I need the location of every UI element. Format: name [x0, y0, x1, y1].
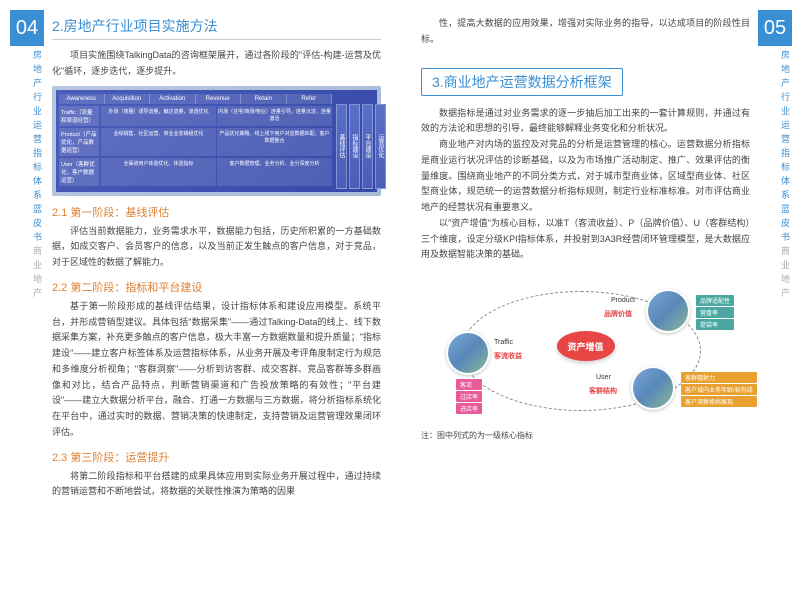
fig1-header-cell: Retain	[241, 94, 287, 104]
fig1-header-cell: Refer	[287, 94, 333, 104]
fig1-side-box: 平台建设	[362, 104, 373, 189]
fig1-side-box: 指标建设	[349, 104, 360, 189]
section-2.1-heading: 2.1 第一阶段：基线评估	[52, 204, 381, 220]
section-2-heading: 2.房地产行业项目实施方法	[52, 16, 381, 40]
fig1-header-cell: Awareness	[59, 94, 105, 104]
continuation-text: 性，提高大数据的应用效果，增强对实际业务的指导，以达成项目的阶段性目标。	[421, 16, 750, 48]
right-page: 05 房地产行业运营指标体系蓝皮书 商业地产 性，提高大数据的应用效果，增强对实…	[401, 0, 802, 606]
fig1-header-cell: Activation	[150, 94, 196, 104]
section-3-p1: 数据指标是通过对业务需求的逐一步抽后加工出来的一套计算规则，并通过有效的方法论和…	[421, 106, 750, 138]
value-node	[646, 289, 690, 333]
fig1-header-cell: Revenue	[196, 94, 242, 104]
value-node	[446, 331, 490, 375]
fig1-row: Product（产品优化，产品数据运营）业综销售、社区运营、商业业态销组优化产品…	[59, 128, 332, 156]
section-3-p2: 商业地产对内场的监控及对竞品的分析是运营管理的核心。运营数据分析指标是商业运行状…	[421, 137, 750, 216]
value-diagram: 资产增值 Traffic客流收益客流过店率进店率Product品牌价值品牌适配性…	[421, 271, 750, 421]
fig1-row: User（客群优化，客户数据运营）全渠道用户体验优化、体验指标客户数据管理、业务…	[59, 158, 332, 186]
fig1-side-box: 运营优化	[375, 104, 386, 189]
section-2-intro: 项目实施围绕TalkingData的咨询框架展开，通过各阶段的"评估-构建-运营…	[52, 48, 381, 80]
diagram-note: 注：图中列式的为一级核心指标	[421, 429, 750, 443]
page-number-05: 05	[758, 10, 792, 46]
fig1-header-cell: Acquisition	[105, 94, 151, 104]
section-2.3-body: 将第二阶段指标和平台搭建的成果具体应用到实际业务开展过程中，通过持续的营销运营和…	[52, 469, 381, 501]
center-node: 资产增值	[557, 331, 615, 361]
section-2.1-body: 评估当前数据能力，业务需求水平，数据能力包括，历史所积累的一方基础数据，如成交客…	[52, 224, 381, 271]
framework-diagram: AwarenessAcquisitionActivationRevenueRet…	[52, 86, 381, 196]
section-3-p3: 以"资产增值"为核心目标，以准T（客流收益）、P（品牌价值）、U（客群结构）三个…	[421, 216, 750, 263]
left-sidebar: 房地产行业运营指标体系蓝皮书 商业地产	[10, 46, 44, 302]
section-3-heading: 3.商业地产运营数据分析框架	[421, 68, 623, 96]
value-node	[631, 366, 675, 410]
left-page: 04 房地产行业运营指标体系蓝皮书 商业地产 2.房地产行业项目实施方法 项目实…	[0, 0, 401, 606]
right-sidebar: 房地产行业运营指标体系蓝皮书 商业地产	[758, 46, 792, 302]
fig1-side-box: 基线评估	[336, 104, 347, 189]
section-2.2-heading: 2.2 第二阶段：指标和平台建设	[52, 279, 381, 295]
section-2.3-heading: 2.3 第三阶段：运营提升	[52, 449, 381, 465]
fig1-row: Traffic（流量和渠道经营）外场（商圈）诱导流量，触达流量，渗透优化内场（住…	[59, 106, 332, 126]
section-2.2-body: 基于第一阶段形成的基线评估结果，设计指标体系和建设应用模型。系统平台，并形成营销…	[52, 299, 381, 441]
page-number-04: 04	[10, 10, 44, 46]
